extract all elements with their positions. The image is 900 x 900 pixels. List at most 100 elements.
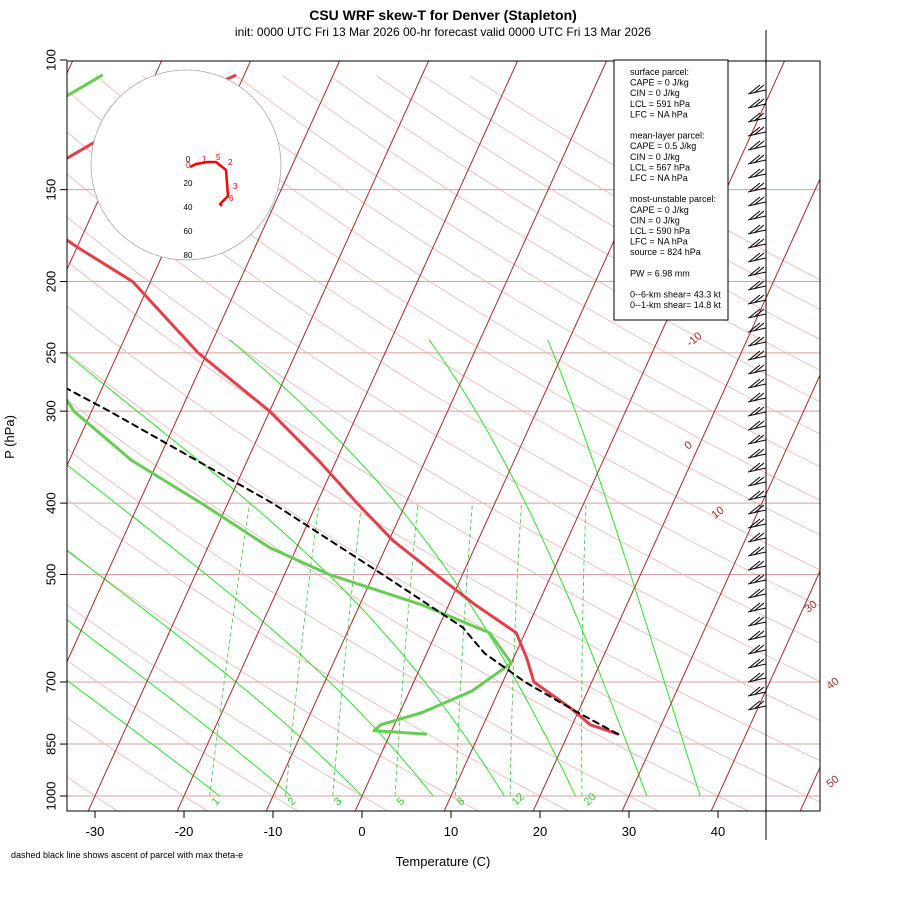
wind-barb (747, 565, 767, 571)
mixing-ratio-label: 1 (210, 795, 223, 808)
moist-adiabat-line (67, 619, 292, 797)
wind-barb (747, 313, 767, 319)
wind-barb-feather (749, 532, 761, 542)
isotherm-line (176, 61, 519, 811)
mixing-ratio-label: 3 (332, 795, 345, 808)
isotherm-line (799, 766, 820, 811)
wind-barb-feather (753, 126, 765, 136)
wind-barb-feather (749, 616, 761, 626)
wind-barb-feather (753, 588, 765, 598)
hodograph-point-label: 2 (228, 158, 233, 167)
dry-adiabat-line (67, 448, 660, 811)
moist-adiabat-line (547, 339, 701, 797)
wind-barb-feather (753, 112, 765, 122)
hodograph-trace (189, 160, 230, 207)
wind-barb-feather (753, 574, 765, 584)
wind-barb-feather (753, 182, 765, 192)
wind-barb-feather (749, 448, 761, 458)
wind-barb (747, 635, 767, 641)
y-tick-label: 100 (43, 49, 58, 71)
dry-adiabat-line (282, 75, 820, 403)
mixing-ratio-label: 12 (510, 791, 527, 808)
isotherm-line (889, 44, 900, 812)
stats-line: CIN = 0 J/kg (630, 152, 680, 162)
hodograph-ring-label: 60 (184, 227, 193, 236)
wind-barb-feather (753, 294, 765, 304)
mixing-ratio-label: 5 (395, 795, 408, 808)
hodograph-ring-label: 20 (184, 179, 193, 188)
wind-barb-feather (753, 98, 765, 108)
wind-barb (747, 607, 767, 613)
wind-barb-feather (749, 630, 761, 640)
stats-line: CAPE = 0 J/kg (630, 205, 689, 215)
wind-barb (747, 677, 767, 683)
mixing-ratio-line (332, 503, 362, 797)
wind-barb-feather (753, 518, 765, 528)
x-tick-label: 30 (622, 824, 636, 839)
wind-barb-feather (749, 462, 761, 472)
wind-barb-feather (749, 490, 761, 500)
wind-barb-feather (749, 224, 761, 234)
dry-adiabat-line (67, 659, 299, 811)
wind-barb (747, 131, 767, 137)
wind-barb-feather (749, 308, 761, 318)
y-tick-label: 200 (43, 271, 58, 293)
wind-barb-feather (753, 154, 765, 164)
y-tick-label: 850 (43, 733, 58, 755)
isotherm-line (532, 177, 820, 811)
stats-line: CIN = 0 J/kg (630, 215, 680, 225)
hodograph-ring-label: 40 (184, 203, 193, 212)
isotherm-line (67, 61, 341, 663)
parcel-profile-line (67, 387, 619, 736)
wind-barb-feather (749, 168, 761, 178)
y-tick-label: 700 (43, 671, 58, 693)
wind-barb-feather (749, 140, 761, 150)
wind-barb-feather (753, 448, 765, 458)
wind-barb-feather (753, 686, 765, 696)
mixing-ratio-line (285, 503, 320, 797)
wind-barb-feather (753, 700, 765, 710)
x-tick-label: 20 (533, 824, 547, 839)
wind-barb-feather (753, 644, 765, 654)
wind-barb-feather (753, 616, 765, 626)
wind-barb-feather (753, 476, 765, 486)
wind-barb (747, 327, 767, 333)
chart-subtitle: init: 0000 UTC Fri 13 Mar 2026 00-hr for… (235, 25, 652, 39)
wind-barb-feather (753, 364, 765, 374)
dry-adiabat-line (329, 75, 820, 371)
wind-barb-feather (753, 392, 765, 402)
stats-line: CAPE = 0.5 J/kg (630, 141, 696, 151)
stats-line: LCL = 590 hPa (630, 226, 690, 236)
dry-adiabat-line (67, 550, 480, 811)
y-tick-label: 500 (43, 564, 58, 586)
mixing-ratio-line (455, 503, 473, 797)
wind-barb-feather (749, 112, 761, 122)
moist-adiabat-line (67, 464, 434, 797)
isotherm-line (265, 61, 608, 811)
moist-adiabat-line (67, 549, 363, 797)
wind-barb-feather (753, 238, 765, 248)
x-tick-label: -10 (264, 824, 283, 839)
wind-barb-feather (749, 266, 761, 276)
wind-barb (747, 159, 767, 165)
wind-barb-feather (753, 434, 765, 444)
wind-barb-feather (753, 630, 765, 640)
wind-barb-feather (749, 154, 761, 164)
wind-barb-feather (749, 588, 761, 598)
hodograph-point-label: 3 (233, 182, 238, 191)
wind-barb-feather (749, 560, 761, 570)
wind-barb-feather (753, 546, 765, 556)
dry-adiabat-line (67, 305, 820, 762)
x-axis-label: Temperature (C) (396, 854, 491, 869)
wind-barb-feather (749, 378, 761, 388)
temperature-profile-line (67, 74, 620, 736)
wind-barb-feather (753, 168, 765, 178)
wind-barb (747, 145, 767, 151)
x-tick-label: -30 (86, 824, 105, 839)
wind-barb-feather (753, 490, 765, 500)
hodograph-point-label: 6 (229, 194, 234, 203)
wind-barb (747, 705, 767, 711)
isotherm-label: 10 (709, 504, 726, 521)
dry-adiabat-line (67, 498, 570, 811)
